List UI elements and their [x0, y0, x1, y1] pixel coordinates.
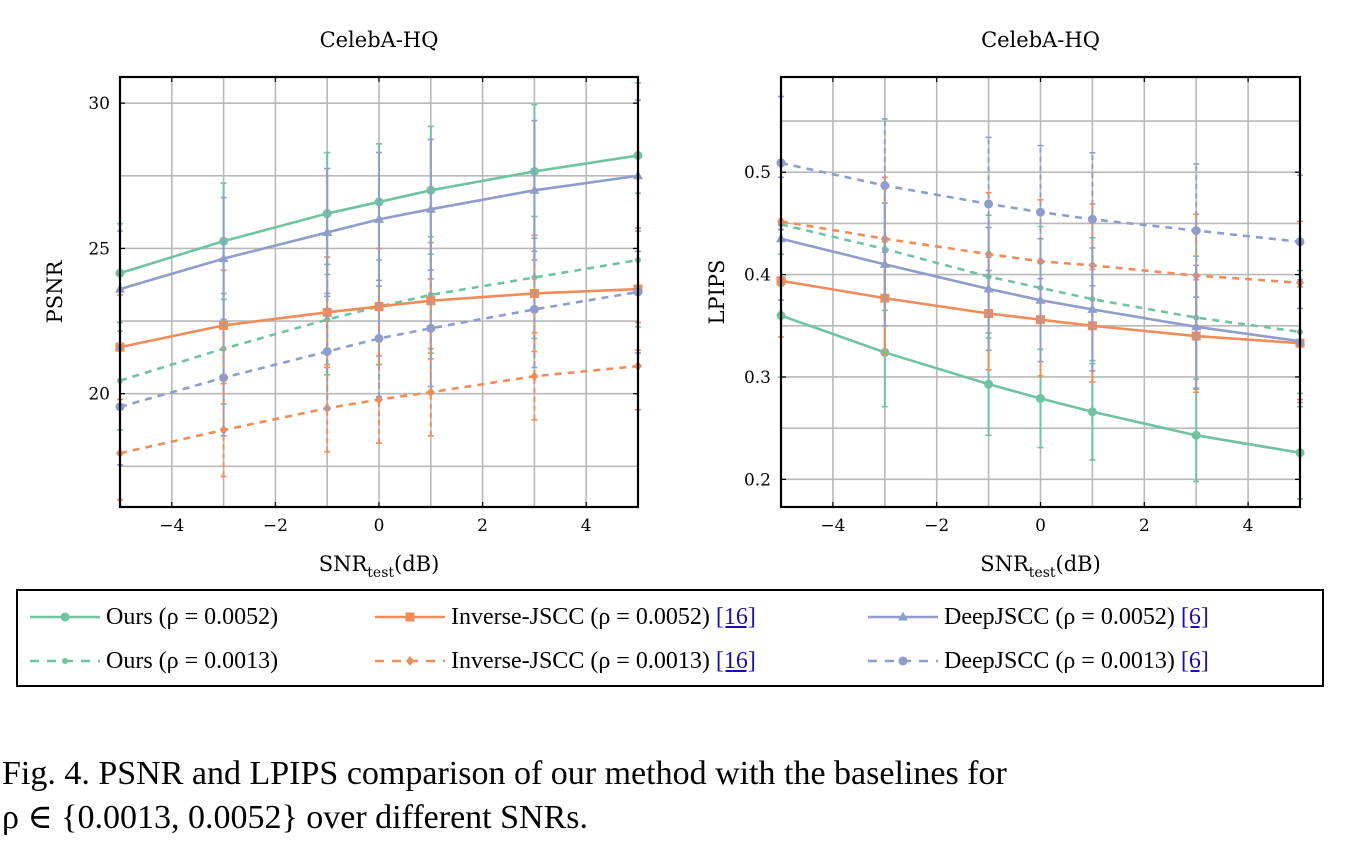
data-point: [374, 333, 384, 343]
legend: Ours (ρ = 0.0052) Inverse-JSCC (ρ = 0.005…: [16, 589, 1324, 687]
data-point: [1191, 430, 1201, 440]
legend-swatch: [30, 658, 100, 664]
legend-marker: [60, 612, 70, 622]
citation-link[interactable]: [16]: [715, 647, 756, 674]
legend-item-inv_13: Inverse-JSCC (ρ = 0.0013) [16]: [373, 641, 756, 681]
legend-label: Inverse-JSCC (ρ = 0.0013): [451, 647, 710, 674]
citation-link[interactable]: [6]: [1180, 647, 1209, 674]
data-point: [1035, 294, 1046, 304]
legend-item-ours_13: Ours (ρ = 0.0013): [28, 641, 278, 681]
data-point: [529, 304, 539, 314]
data-point: [984, 199, 994, 209]
data-point: [983, 283, 994, 293]
citation-link[interactable]: [6]: [1180, 603, 1209, 630]
data-point: [530, 371, 539, 382]
legend-item-deep_13: DeepJSCC (ρ = 0.0013) [6]: [866, 641, 1209, 681]
y-axis-label: LPIPS: [705, 260, 729, 325]
x-tick-label: 0: [374, 516, 385, 536]
x-axis-label: SNRtest(dB): [319, 552, 440, 581]
legend-item-deep_52: DeepJSCC (ρ = 0.0052) [6]: [866, 597, 1209, 637]
data-point: [322, 307, 332, 317]
x-tick-label: 4: [1243, 516, 1254, 536]
psnr-chart: CelebA-HQ −4 −2 0 2 4 20 25 30 SNRtest(dB) PSNR: [43, 28, 643, 581]
figure-caption: Fig. 4. PSNR and LPIPS comparison of our…: [2, 752, 1346, 840]
legend-swatch: [375, 612, 445, 622]
legend-item-ours_52: Ours (ρ = 0.0052): [28, 597, 278, 637]
y-tick-label: 30: [88, 94, 110, 114]
data-point: [374, 213, 384, 223]
data-point: [1191, 226, 1201, 236]
x-tick-label: 0: [1035, 516, 1046, 536]
chart-title: CelebA-HQ: [981, 28, 1100, 52]
y-tick-label: 20: [88, 385, 110, 405]
legend-swatch: [375, 656, 445, 666]
x-tick-label: −2: [924, 516, 949, 536]
legend-label: Ours (ρ = 0.0052): [106, 603, 279, 630]
y-axis-label: PSNR: [43, 259, 67, 323]
legend-label: Inverse-JSCC (ρ = 0.0052): [451, 603, 710, 630]
legend-label: DeepJSCC (ρ = 0.0052): [944, 603, 1175, 630]
data-point: [529, 184, 540, 194]
data-point: [219, 425, 228, 436]
legend-marker: [898, 656, 908, 666]
data-point: [1036, 393, 1045, 403]
x-tick-label: 2: [477, 516, 488, 536]
y-tick-label: 0.4: [744, 266, 771, 286]
legend-marker: [406, 656, 414, 666]
data-point: [426, 387, 435, 398]
y-tick-label: 0.2: [744, 470, 771, 490]
data-point: [879, 258, 890, 268]
x-tick-label: −4: [159, 516, 184, 536]
legend-swatch: [30, 612, 100, 622]
y-tick-label: 25: [88, 239, 110, 259]
data-point: [1087, 303, 1098, 313]
data-point: [218, 253, 229, 263]
lpips-chart: CelebA-HQ −4 −2 0 2 4 0.2 0.3 0.4 0.5 SNRtest(dB) L…: [705, 28, 1305, 581]
x-tick-label: −2: [263, 516, 288, 536]
data-point: [1036, 207, 1045, 217]
caption-line-2: ρ ∈ {0.0013, 0.0052} over different SNRs…: [2, 799, 588, 836]
data-point: [322, 226, 333, 236]
y-tick-label: 0.3: [744, 368, 771, 388]
x-tick-label: −4: [820, 516, 845, 536]
legend-label: Ours (ρ = 0.0013): [106, 647, 279, 674]
data-point: [1191, 321, 1202, 331]
legend-marker: [898, 611, 908, 621]
legend-item-inv_52: Inverse-JSCC (ρ = 0.0052) [16]: [373, 597, 756, 637]
data-point: [1087, 214, 1097, 224]
chart-title: CelebA-HQ: [320, 28, 439, 52]
data-point: [880, 181, 890, 191]
y-tick-label: 0.5: [744, 163, 771, 183]
data-point: [984, 379, 994, 389]
x-tick-label: 4: [581, 516, 592, 536]
data-point: [322, 347, 332, 357]
data-point: [1087, 407, 1097, 417]
legend-marker: [62, 658, 68, 664]
legend-swatch: [868, 656, 938, 666]
legend-label: DeepJSCC (ρ = 0.0013): [944, 647, 1175, 674]
citation-link[interactable]: [16]: [715, 603, 756, 630]
x-tick-label: 2: [1139, 516, 1150, 536]
legend-swatch: [868, 611, 938, 621]
caption-line-1: Fig. 4. PSNR and LPIPS comparison of our…: [2, 755, 1007, 792]
data-point: [219, 373, 229, 383]
data-point: [425, 203, 436, 213]
legend-marker: [405, 612, 415, 622]
x-axis-label: SNRtest(dB): [980, 552, 1101, 581]
data-point: [426, 323, 436, 333]
